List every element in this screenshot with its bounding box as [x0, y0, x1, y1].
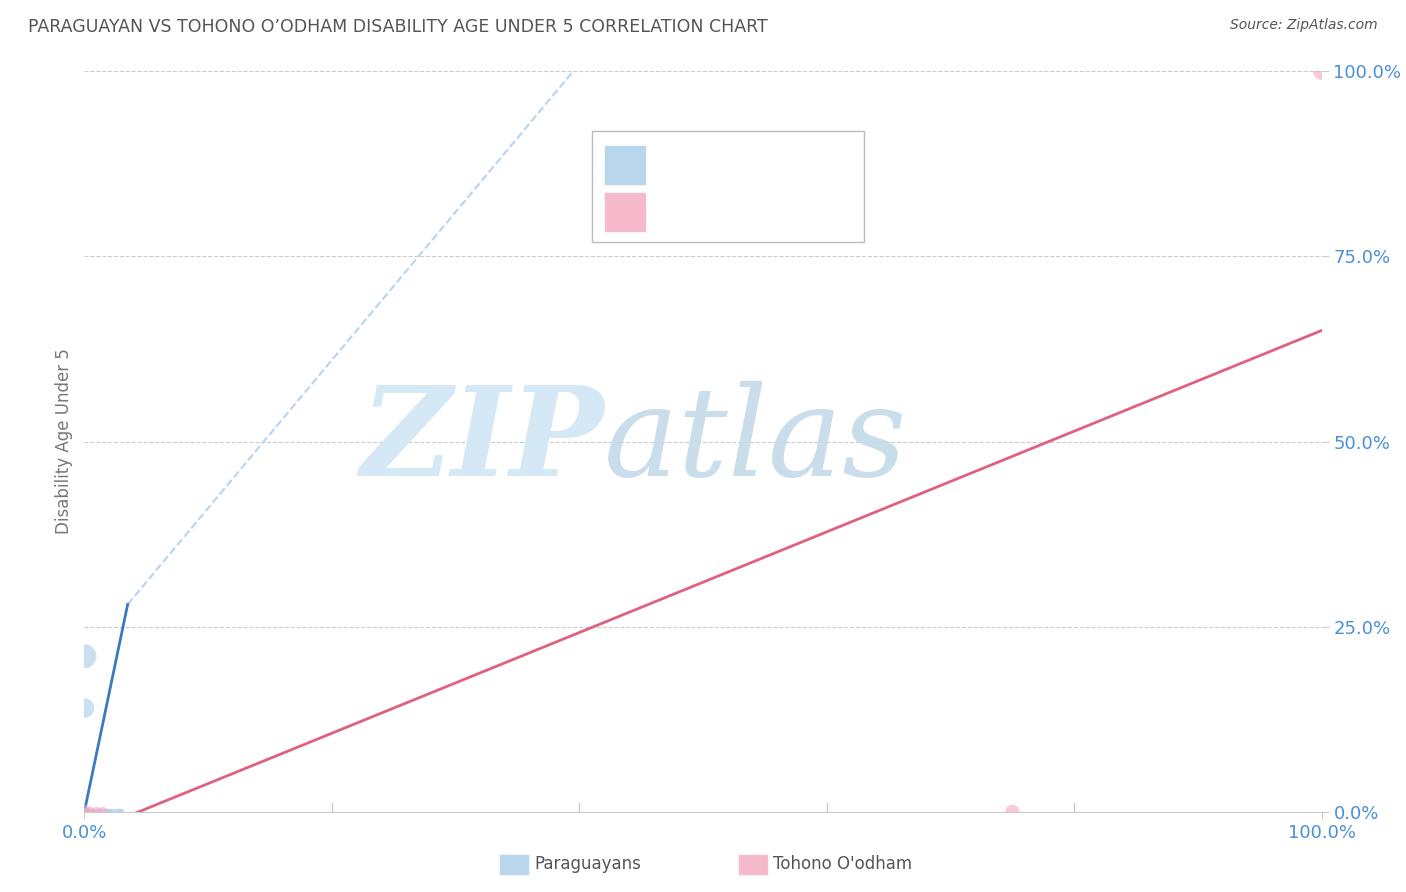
Point: [79, 805, 101, 819]
Point: [86, 805, 108, 819]
Text: Paraguayans: Paraguayans: [534, 855, 641, 873]
Point: [82, 805, 104, 819]
Point: [73, 805, 96, 819]
FancyBboxPatch shape: [605, 145, 647, 186]
Text: N = 24: N = 24: [765, 156, 832, 174]
FancyBboxPatch shape: [592, 130, 863, 242]
Point: [98, 805, 121, 819]
Point: [1310, 64, 1333, 78]
Point: [73, 805, 96, 819]
Point: [76, 805, 98, 819]
Point: [110, 805, 132, 819]
Point: [75, 805, 97, 819]
Point: [73, 805, 96, 819]
Point: [73, 805, 96, 819]
Text: atlas: atlas: [605, 381, 907, 502]
Point: [91, 805, 114, 819]
Point: [96, 805, 118, 819]
Text: PARAGUAYAN VS TOHONO O’ODHAM DISABILITY AGE UNDER 5 CORRELATION CHART: PARAGUAYAN VS TOHONO O’ODHAM DISABILITY …: [28, 18, 768, 36]
Text: N =  7: N = 7: [765, 204, 827, 222]
Point: [1001, 805, 1024, 819]
Point: [104, 805, 127, 819]
Point: [73, 649, 96, 664]
Point: [91, 805, 114, 819]
Point: [73, 805, 96, 819]
Point: [77, 805, 100, 819]
Y-axis label: Disability Age Under 5: Disability Age Under 5: [55, 349, 73, 534]
Point: [79, 805, 101, 819]
Text: Tohono O'odham: Tohono O'odham: [773, 855, 912, 873]
Text: R = 0.703: R = 0.703: [659, 204, 749, 222]
Text: R = 0.894: R = 0.894: [659, 156, 749, 174]
Point: [75, 805, 97, 819]
Point: [100, 805, 122, 819]
Point: [73, 805, 96, 819]
Point: [73, 805, 96, 819]
Text: Source: ZipAtlas.com: Source: ZipAtlas.com: [1230, 18, 1378, 32]
Text: ZIP: ZIP: [360, 381, 605, 502]
FancyBboxPatch shape: [605, 192, 647, 233]
Point: [77, 805, 100, 819]
Point: [108, 805, 131, 819]
Point: [73, 701, 96, 715]
Point: [89, 805, 111, 819]
Point: [86, 805, 108, 819]
